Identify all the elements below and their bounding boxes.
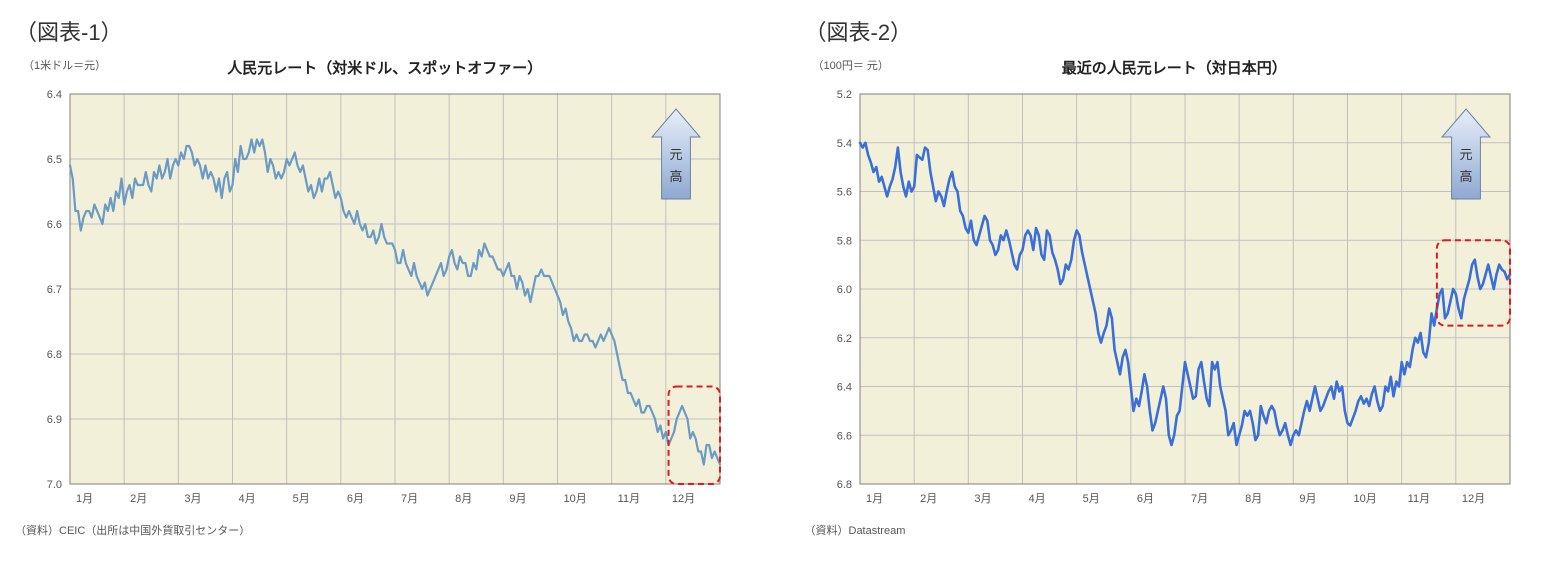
- svg-text:8月: 8月: [455, 493, 472, 505]
- svg-text:10月: 10月: [564, 493, 587, 505]
- svg-text:3月: 3月: [974, 493, 991, 505]
- svg-text:3月: 3月: [184, 493, 201, 505]
- page-root: （図表-1） （1米ドル＝元） 人民元レート（対米ドル、スポットオファー） 6.…: [15, 15, 1544, 538]
- svg-text:1月: 1月: [866, 493, 883, 505]
- panel-2-caption: （図表-2）: [805, 15, 1545, 47]
- svg-text:9月: 9月: [1299, 493, 1316, 505]
- svg-text:10月: 10月: [1353, 493, 1376, 505]
- svg-text:6.8: 6.8: [47, 349, 62, 361]
- chart-1-yunit: （1米ドル＝元）: [23, 57, 106, 73]
- svg-text:5.8: 5.8: [836, 235, 851, 247]
- svg-text:7.0: 7.0: [47, 479, 62, 491]
- chart-1-title: 人民元レート（対米ドル、スポットオファー）: [15, 57, 755, 78]
- svg-text:6.4: 6.4: [836, 382, 851, 394]
- svg-text:6.4: 6.4: [47, 89, 62, 101]
- svg-text:11月: 11月: [618, 493, 640, 505]
- panel-1-caption: （図表-1）: [15, 15, 755, 47]
- svg-text:12月: 12月: [1461, 493, 1484, 505]
- svg-text:元: 元: [669, 147, 682, 162]
- chart-2-title: 最近の人民元レート（対日本円）: [805, 57, 1545, 78]
- svg-text:7月: 7月: [401, 493, 418, 505]
- chart-2-source: （資料）Datastream: [805, 522, 1545, 538]
- svg-text:7月: 7月: [1191, 493, 1208, 505]
- panel-2: （図表-2） （100円＝ 元） 最近の人民元レート（対日本円） 5.25.45…: [805, 15, 1545, 538]
- chart-2-yunit: （100円＝ 元）: [813, 57, 889, 73]
- svg-text:4月: 4月: [239, 493, 256, 505]
- svg-text:11月: 11月: [1407, 493, 1429, 505]
- svg-text:元: 元: [1459, 147, 1472, 162]
- chart-2-svg: 5.2 5.4 5.6 5.8 6.0 6.2 6.4 6.6 6.8 1月 2月 3月 4月 5月 6月 7…: [805, 84, 1525, 514]
- svg-text:5月: 5月: [1082, 493, 1099, 505]
- svg-text:5.4: 5.4: [836, 138, 851, 150]
- svg-text:2月: 2月: [920, 493, 937, 505]
- svg-text:6月: 6月: [347, 493, 364, 505]
- svg-text:6.6: 6.6: [47, 219, 62, 231]
- chart-1-svg: 6.4 6.5 6.6 6.7 6.8 6.9 7.0 1月 2月 3月 4月 5月 6月 7月 8月 9月 1…: [15, 84, 735, 514]
- chart-1-wrap: （1米ドル＝元） 人民元レート（対米ドル、スポットオファー） 6.4 6.5 6.6…: [15, 57, 755, 538]
- svg-text:高: 高: [669, 169, 682, 184]
- panel-1: （図表-1） （1米ドル＝元） 人民元レート（対米ドル、スポットオファー） 6.…: [15, 15, 755, 538]
- svg-text:2月: 2月: [130, 493, 147, 505]
- svg-text:6.7: 6.7: [47, 284, 62, 296]
- svg-text:5.2: 5.2: [836, 89, 851, 101]
- chart-1-source: （資料）CEIC（出所は中国外貨取引センター）: [15, 522, 755, 538]
- svg-text:9月: 9月: [509, 493, 526, 505]
- svg-text:1月: 1月: [76, 493, 93, 505]
- svg-text:6.0: 6.0: [836, 284, 851, 296]
- svg-text:4月: 4月: [1028, 493, 1045, 505]
- svg-text:5.6: 5.6: [836, 187, 851, 199]
- svg-text:6.2: 6.2: [836, 333, 851, 345]
- svg-text:6.9: 6.9: [47, 414, 62, 426]
- svg-text:6月: 6月: [1136, 493, 1153, 505]
- svg-text:5月: 5月: [293, 493, 310, 505]
- svg-text:6.6: 6.6: [836, 430, 851, 442]
- svg-text:12月: 12月: [672, 493, 695, 505]
- svg-text:6.8: 6.8: [836, 479, 851, 491]
- svg-text:8月: 8月: [1245, 493, 1262, 505]
- svg-text:6.5: 6.5: [47, 154, 62, 166]
- svg-text:高: 高: [1459, 169, 1472, 184]
- chart-2-wrap: （100円＝ 元） 最近の人民元レート（対日本円） 5.2 5.4 5.6 5.8 6.…: [805, 57, 1545, 538]
